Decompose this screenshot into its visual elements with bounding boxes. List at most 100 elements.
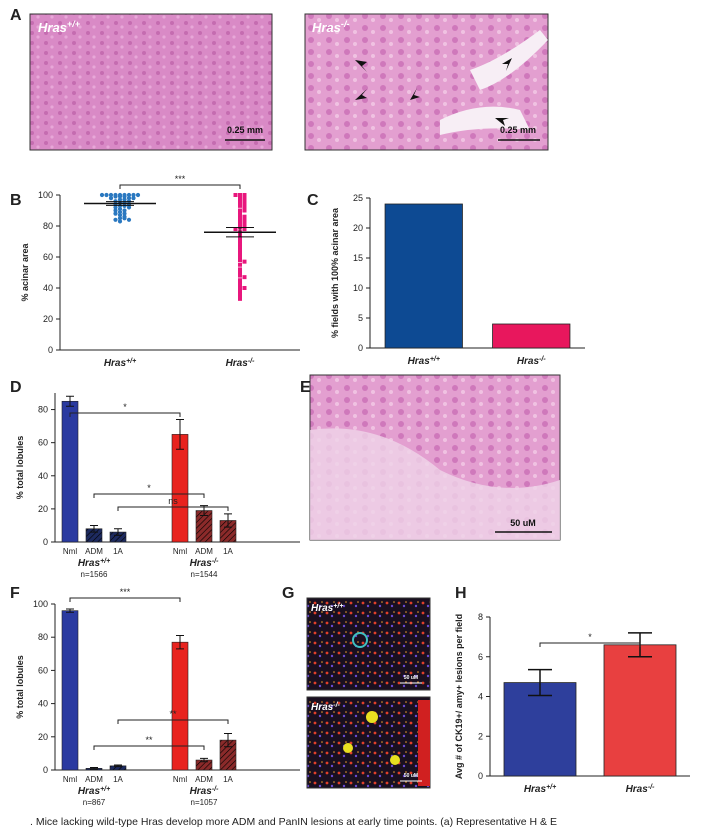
x-tick-label: ADM [85,547,103,556]
significance-label: * [147,483,151,493]
group-label: Hras+/+ [78,558,110,570]
data-point [238,194,242,199]
data-point [238,203,242,208]
tissue [418,700,430,786]
data-point [238,279,242,284]
data-point [117,209,123,215]
data-point [238,245,242,250]
data-point [122,211,127,216]
lesion [390,755,400,765]
scale-label: 50 uM [510,518,536,528]
data-point [117,197,123,202]
data-point [238,258,242,263]
data-point [238,296,242,301]
error-bar [114,528,122,536]
x-tick-label: 1A [223,775,233,784]
y-tick-label: 80 [43,221,53,231]
data-point [238,216,242,221]
significance-label: * [588,632,592,642]
y-axis-label: Avg # of CK19+/ amy+ lesions per field [454,614,464,779]
error-bar [90,524,98,533]
data-point [238,236,242,241]
y-tick-label: 40 [43,283,53,293]
error-bar [66,608,74,613]
data-point [108,192,114,198]
image-label: Hras+/+ [311,603,343,615]
y-axis-label: % acinar area [20,242,30,301]
scale-label: 50 uM [404,675,418,681]
data-point [113,217,118,222]
data-point [113,205,118,210]
significance-bracket [93,745,205,750]
data-point [242,275,247,280]
y-axis-label: % fields with 100% acinar area [330,207,340,338]
y-tick-label: 60 [38,665,48,675]
data-point [238,270,242,275]
data-point [238,239,242,244]
data-point [242,199,247,204]
lesion [352,632,368,648]
data-point [238,282,242,287]
x-tick-label: Hras+/+ [408,356,440,368]
significance-label: ** [169,709,177,719]
data-point [233,193,238,197]
bar [61,610,79,771]
data-point [113,208,118,213]
data-point [238,208,242,213]
x-tick-label: Hras+/+ [104,358,136,370]
bar [603,644,677,777]
data-point [238,273,242,278]
data-point [238,222,242,227]
error-bar [90,767,98,770]
data-point [238,289,242,294]
data-point [131,192,136,198]
data-point [122,208,127,213]
y-tick-label: 2 [478,731,483,741]
data-point [242,217,247,222]
y-tick-label: 5 [358,313,363,323]
significance-bracket [539,642,641,647]
data-point [108,196,114,201]
data-point [117,219,123,224]
panel-label: G [282,585,294,602]
error-bar [176,418,184,450]
data-point [242,286,247,290]
data-point [238,213,242,218]
data-point [117,194,123,199]
data-point [242,224,247,228]
significance-label: *** [120,587,131,597]
data-point [122,216,127,221]
panel-label: E [300,379,311,396]
error-bar [200,757,208,763]
y-tick-label: 6 [478,652,483,662]
y-tick-label: 100 [38,190,53,200]
y-tick-label: 0 [358,343,363,353]
data-point [99,192,105,198]
significance-bracket [69,597,181,602]
y-tick-label: 60 [38,438,48,448]
y-tick-label: 80 [38,405,48,415]
panel-label: B [10,192,22,209]
group-label: Hras+/+ [78,786,110,798]
x-tick-label: ADM [195,547,213,556]
error-bar [224,513,232,528]
sem-bar [226,227,254,238]
y-tick-label: 0 [478,771,483,781]
y-axis-label: % total lobules [15,655,25,719]
y-tick-label: 40 [38,699,48,709]
group-note: n=1566 [81,570,108,579]
error-bar [528,668,552,697]
data-point [238,200,242,205]
data-point [117,216,123,221]
data-point [238,197,242,202]
y-axis-label: % total lobules [15,436,25,500]
data-point [126,205,132,210]
significance-label: * [123,402,127,412]
data-point [238,262,242,267]
y-tick-label: 0 [48,345,53,355]
data-point [117,206,123,212]
x-tick-label: 1A [113,775,123,784]
significance-bracket [69,412,181,417]
significance-bracket [117,506,229,511]
panel-label: A [10,7,22,24]
